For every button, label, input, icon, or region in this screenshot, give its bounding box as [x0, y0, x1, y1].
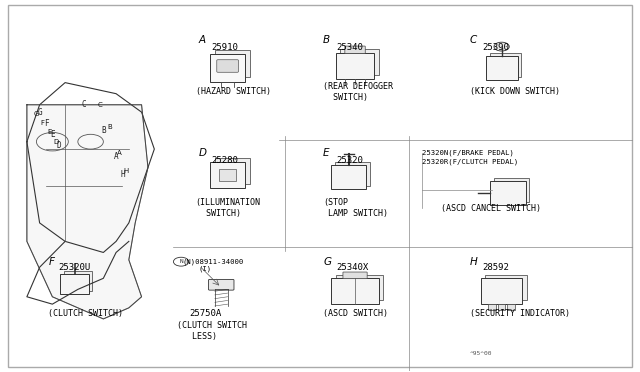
Text: E: E: [323, 148, 330, 158]
Text: (CLUTCH SWITCH
   LESS): (CLUTCH SWITCH LESS): [177, 321, 246, 341]
FancyBboxPatch shape: [488, 304, 496, 310]
FancyBboxPatch shape: [217, 60, 239, 72]
Text: A: A: [117, 150, 122, 156]
Text: 28592: 28592: [483, 263, 509, 272]
Text: D: D: [199, 148, 207, 158]
Text: 25320U: 25320U: [59, 263, 91, 272]
FancyBboxPatch shape: [214, 158, 250, 184]
FancyBboxPatch shape: [220, 169, 236, 181]
FancyBboxPatch shape: [8, 5, 632, 367]
FancyBboxPatch shape: [335, 275, 383, 301]
Text: G: G: [37, 108, 42, 117]
Text: 25750A: 25750A: [189, 309, 221, 318]
Text: (KICK DOWN SWITCH): (KICK DOWN SWITCH): [470, 87, 560, 96]
Text: H: H: [123, 168, 128, 174]
Text: 25280: 25280: [212, 155, 239, 165]
Circle shape: [494, 42, 509, 51]
Text: D: D: [53, 139, 58, 145]
Text: 25320: 25320: [336, 155, 363, 165]
Text: (I): (I): [199, 266, 212, 272]
FancyBboxPatch shape: [343, 272, 367, 279]
Text: B: B: [101, 126, 106, 135]
Text: 25320N(F/BRAKE PEDAL): 25320N(F/BRAKE PEDAL): [422, 150, 514, 156]
FancyBboxPatch shape: [494, 179, 529, 202]
Text: G: G: [323, 257, 331, 267]
FancyBboxPatch shape: [486, 56, 518, 80]
Text: 25390: 25390: [483, 43, 509, 52]
FancyBboxPatch shape: [490, 182, 525, 205]
Text: (STOP
 LAMP SWITCH): (STOP LAMP SWITCH): [323, 198, 388, 218]
Text: (ASCD SWITCH): (ASCD SWITCH): [323, 309, 388, 318]
FancyBboxPatch shape: [336, 53, 374, 79]
Text: B: B: [108, 124, 112, 130]
Text: (N)08911-34000: (N)08911-34000: [183, 259, 244, 265]
Text: N: N: [179, 259, 183, 264]
FancyBboxPatch shape: [209, 279, 234, 290]
Text: F: F: [49, 257, 55, 267]
Text: (ASCD CANCEL SWITCH): (ASCD CANCEL SWITCH): [441, 203, 541, 213]
Text: (CLUTCH SWITCH): (CLUTCH SWITCH): [48, 309, 123, 318]
Text: (ILLUMINATION
  SWITCH): (ILLUMINATION SWITCH): [196, 198, 260, 218]
Text: H: H: [470, 257, 477, 267]
FancyBboxPatch shape: [331, 278, 379, 304]
FancyBboxPatch shape: [335, 162, 370, 186]
Text: D: D: [56, 141, 61, 150]
Text: 25320R(F/CLUTCH PEDAL): 25320R(F/CLUTCH PEDAL): [422, 159, 518, 165]
Text: C: C: [82, 100, 86, 109]
Text: E: E: [47, 129, 51, 135]
Text: F: F: [41, 120, 45, 126]
Text: (HAZARD SWITCH): (HAZARD SWITCH): [196, 87, 271, 96]
FancyBboxPatch shape: [485, 275, 527, 301]
Polygon shape: [27, 105, 148, 319]
Text: 25340: 25340: [336, 43, 363, 52]
Text: G: G: [34, 111, 39, 117]
FancyBboxPatch shape: [498, 304, 506, 310]
Text: 25910: 25910: [212, 43, 239, 52]
Text: C: C: [470, 35, 477, 45]
Text: E: E: [50, 130, 54, 139]
Text: (SECURITY INDICATOR): (SECURITY INDICATOR): [470, 309, 570, 318]
Text: A: A: [199, 35, 206, 45]
Text: C: C: [98, 102, 102, 108]
FancyBboxPatch shape: [63, 271, 92, 291]
FancyBboxPatch shape: [508, 304, 515, 310]
FancyBboxPatch shape: [481, 278, 522, 304]
Circle shape: [173, 257, 189, 266]
Circle shape: [36, 132, 68, 151]
FancyBboxPatch shape: [210, 54, 245, 82]
Text: H: H: [120, 170, 125, 179]
Text: A: A: [114, 152, 118, 161]
Text: B: B: [323, 35, 330, 45]
FancyBboxPatch shape: [210, 162, 245, 188]
FancyBboxPatch shape: [60, 274, 89, 294]
FancyBboxPatch shape: [331, 165, 366, 189]
FancyBboxPatch shape: [490, 53, 522, 77]
Text: F: F: [44, 119, 48, 128]
Text: 25340X: 25340X: [336, 263, 368, 272]
FancyBboxPatch shape: [345, 46, 365, 54]
Circle shape: [78, 134, 103, 149]
FancyBboxPatch shape: [215, 49, 250, 77]
FancyBboxPatch shape: [340, 49, 379, 75]
Text: (REAR DEFOGGER
  SWITCH): (REAR DEFOGGER SWITCH): [323, 82, 393, 102]
Text: ^95^00: ^95^00: [470, 352, 492, 356]
